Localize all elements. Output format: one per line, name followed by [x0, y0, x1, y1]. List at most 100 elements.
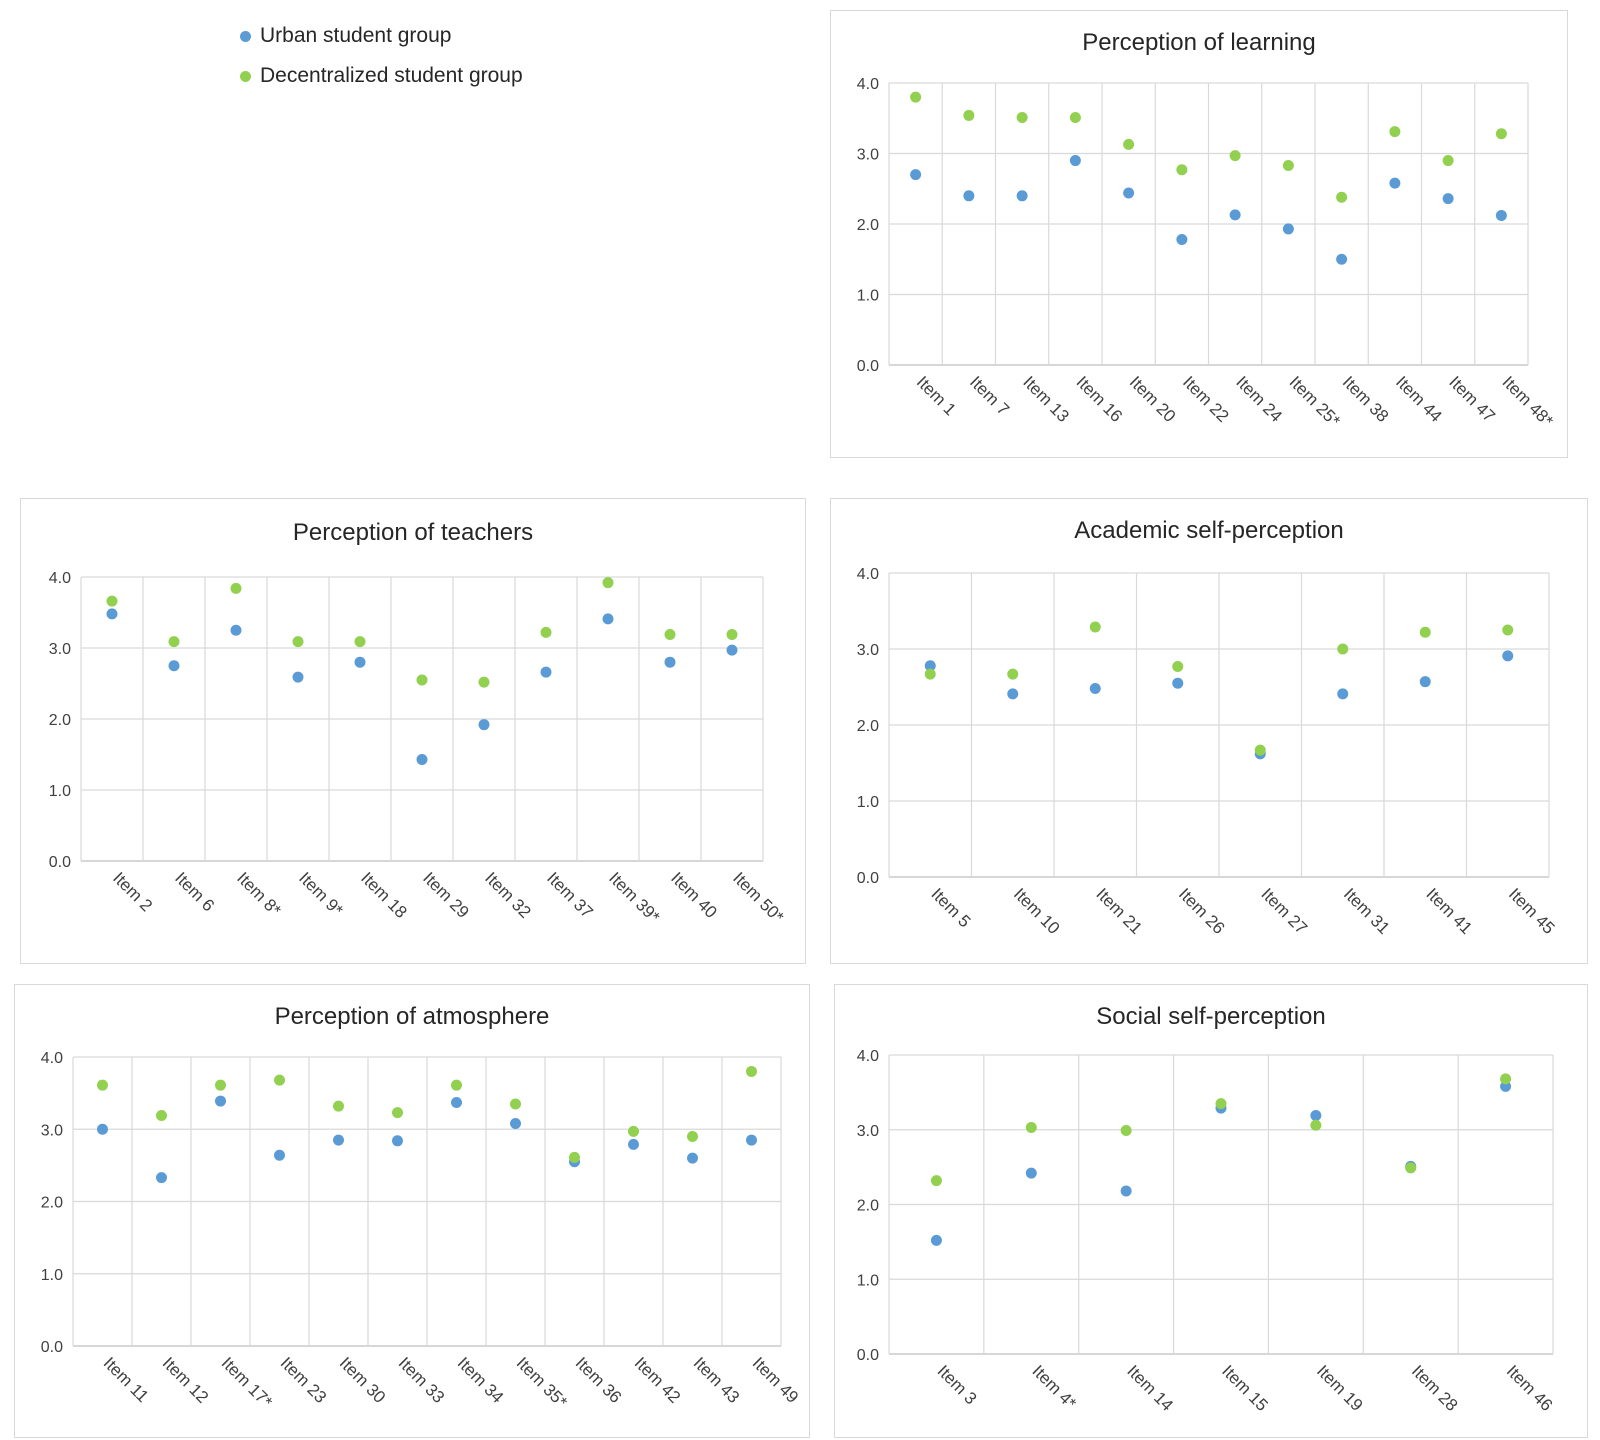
x-tick-label: Item 16 [1073, 372, 1127, 426]
data-point-decentralized [1336, 191, 1348, 203]
y-tick-label: 3.0 [49, 641, 71, 658]
data-point-decentralized [1025, 1122, 1037, 1134]
x-tick-label: Item 11 [100, 1353, 153, 1406]
data-point-urban [478, 719, 490, 731]
data-point-urban [1025, 1167, 1037, 1179]
data-point-decentralized [924, 668, 936, 680]
data-point-urban [628, 1138, 639, 1150]
y-tick-label: 2.0 [857, 1198, 879, 1215]
data-point-decentralized [106, 595, 118, 607]
data-point-urban [1419, 676, 1431, 688]
x-tick-label: Item 50* [729, 868, 787, 926]
data-point-decentralized [1310, 1119, 1322, 1131]
data-point-decentralized [1176, 164, 1188, 176]
data-point-urban [230, 624, 242, 636]
x-tick-label: Item 17* [218, 1353, 276, 1411]
chart-panel-social: Social self-perception 0.0 1.0 2.0 3.0 4.0 It… [834, 984, 1588, 1438]
x-tick-label: Item 24 [1232, 372, 1286, 426]
y-tick-label: 4.0 [857, 566, 879, 583]
y-tick-label: 4.0 [857, 1048, 879, 1065]
data-point-urban [726, 644, 738, 656]
y-tick-label: 0.0 [41, 1339, 63, 1356]
data-point-urban [274, 1149, 285, 1161]
legend-item-urban: Urban student group [240, 16, 523, 56]
data-point-decentralized [478, 676, 490, 688]
data-point-urban [106, 608, 118, 620]
data-point-urban [1007, 688, 1019, 700]
data-point-decentralized [1495, 128, 1507, 140]
y-tick-label: 0.0 [857, 1347, 879, 1364]
chart-academic: 0.0 1.0 2.0 3.0 4.0 Item 5 Item 10 Item 21 Item … [857, 566, 1559, 938]
x-tick-label: Item 49 [749, 1353, 803, 1407]
data-point-urban [540, 666, 552, 678]
x-tick-label: Item 40 [667, 868, 721, 922]
y-tick-label: 4.0 [857, 76, 879, 93]
y-tick-label: 2.0 [49, 712, 71, 729]
chart-panel-atmosphere: Perception of atmosphere 0.0 1.0 2.0 3.0 4.0… [14, 984, 810, 1438]
legend-urban-label: Urban student group [260, 24, 452, 47]
data-point-urban [1120, 1185, 1132, 1197]
x-tick-label: Item 7 [966, 372, 1013, 419]
data-point-decentralized [746, 1065, 757, 1077]
data-point-decentralized [451, 1079, 462, 1091]
x-tick-label: Item 29 [419, 868, 473, 922]
data-point-decentralized [230, 582, 242, 594]
x-tick-label: Item 22 [1179, 372, 1233, 426]
data-point-urban [168, 660, 180, 672]
data-point-decentralized [1016, 112, 1028, 124]
x-tick-label: Item 10 [1010, 884, 1064, 938]
data-point-decentralized [510, 1098, 521, 1110]
data-point-decentralized [97, 1079, 108, 1091]
data-point-decentralized [333, 1100, 344, 1112]
x-tick-label: Item 45 [1505, 884, 1559, 938]
x-tick-label: Item 1 [913, 372, 960, 419]
data-point-decentralized [168, 636, 180, 648]
data-point-decentralized [1419, 626, 1431, 638]
x-tick-label: Item 47 [1445, 372, 1499, 426]
data-point-urban [1389, 177, 1401, 189]
x-tick-label: Item 6 [171, 868, 218, 915]
chart-panel-learning: Perception of learning 0.0 1.0 2.0 3.0 4.0 It… [830, 10, 1568, 458]
y-tick-label: 0.0 [857, 870, 879, 887]
x-tick-label: Item 42 [631, 1353, 685, 1407]
x-tick-label: Item 9* [295, 868, 347, 920]
data-point-urban [1502, 650, 1514, 662]
x-tick-label: Item 12 [159, 1353, 213, 1407]
data-point-decentralized [156, 1110, 167, 1122]
data-point-decentralized [1389, 126, 1401, 138]
data-point-urban [1310, 1110, 1322, 1122]
data-point-decentralized [1337, 643, 1349, 655]
x-tick-label: Item 44 [1392, 372, 1446, 426]
data-point-urban [156, 1172, 167, 1184]
data-point-urban [746, 1134, 757, 1146]
y-tick-label: 0.0 [857, 358, 879, 375]
data-point-urban [1229, 209, 1241, 221]
data-point-decentralized [1089, 621, 1101, 633]
x-tick-label: Item 36 [572, 1353, 626, 1407]
data-point-decentralized [1215, 1098, 1227, 1110]
y-tick-label: 1.0 [41, 1267, 63, 1284]
chart-title-atmosphere: Perception of atmosphere [274, 1003, 550, 1030]
data-point-decentralized [1069, 112, 1081, 124]
data-point-urban [910, 169, 922, 181]
y-tick-label: 1.0 [857, 288, 879, 305]
chart-title-academic: Academic self-perception [1074, 517, 1344, 544]
data-point-decentralized [416, 674, 428, 686]
y-tick-label: 2.0 [857, 718, 879, 735]
data-point-decentralized [1229, 150, 1241, 162]
legend: Urban student group Decentralized studen… [240, 16, 523, 96]
x-tick-label: Item 27 [1257, 884, 1311, 938]
legend-urban-marker [240, 30, 251, 42]
x-tick-label: Item 5 [927, 884, 974, 931]
data-point-urban [1172, 677, 1184, 689]
y-tick-label: 0.0 [49, 854, 71, 871]
data-point-decentralized [1500, 1073, 1512, 1085]
x-tick-label: Item 34 [454, 1353, 508, 1407]
y-tick-label: 4.0 [49, 570, 71, 587]
data-point-decentralized [354, 636, 366, 648]
data-point-decentralized [215, 1079, 226, 1091]
data-point-decentralized [1405, 1162, 1417, 1174]
data-point-decentralized [910, 91, 922, 103]
data-point-urban [1336, 253, 1348, 265]
